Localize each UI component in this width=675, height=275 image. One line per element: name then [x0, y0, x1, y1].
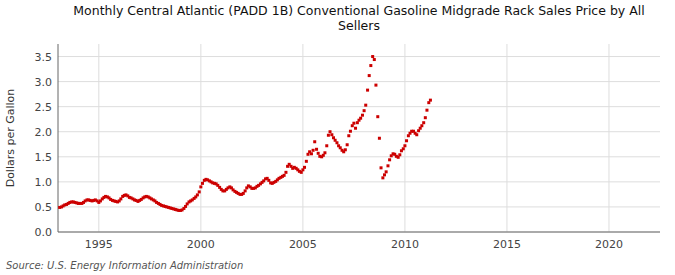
point [312, 149, 315, 152]
point [344, 148, 347, 151]
point [313, 140, 316, 143]
point [366, 89, 369, 92]
point [198, 190, 201, 193]
y-tick-label: 0.0 [35, 226, 53, 239]
point [327, 134, 330, 137]
x-tick-label: 2020 [595, 238, 623, 251]
y-grid-line [58, 81, 660, 82]
point [378, 137, 381, 140]
x-grid-line [98, 44, 99, 232]
point [354, 127, 357, 130]
y-tick-label: 1.0 [35, 176, 53, 189]
point [347, 134, 350, 137]
point [284, 171, 287, 174]
point [403, 144, 406, 147]
point [385, 170, 388, 173]
title-line: Sellers [338, 18, 380, 33]
y-grid-line [58, 206, 660, 207]
x-axis-line [58, 232, 660, 233]
point [329, 130, 332, 133]
x-grid-line [608, 44, 609, 232]
x-tick-label: 2015 [493, 238, 521, 251]
y-tick-label: 2.0 [35, 126, 53, 139]
chart: 0.0 0.5 1.0 1.5 2.0 2.5 3.0 3.5 1995 2000 2005 2010… [0, 0, 675, 275]
point [420, 124, 423, 127]
point [388, 158, 391, 161]
x-grid-line [200, 44, 201, 232]
point [325, 144, 328, 147]
point [196, 193, 199, 196]
y-axis-line [58, 44, 59, 232]
point [364, 104, 367, 107]
x-tick-label: 2010 [391, 238, 419, 251]
y-grid-line [58, 131, 660, 132]
point [330, 133, 333, 136]
point [317, 152, 320, 155]
point [402, 147, 405, 150]
point [386, 164, 389, 167]
point [371, 55, 374, 58]
x-tick-label: 1995 [85, 238, 113, 251]
point [373, 58, 376, 61]
point [335, 141, 338, 144]
y-grid-line [58, 156, 660, 157]
point [368, 74, 371, 77]
point [199, 185, 202, 188]
point [374, 84, 377, 87]
source: Source: U.S. Energy Information Administ… [6, 260, 243, 271]
point [381, 176, 384, 179]
point [303, 166, 306, 169]
point [346, 143, 349, 146]
y-grid-line [58, 106, 660, 107]
point [201, 182, 204, 185]
points [58, 55, 432, 212]
y-tick-label: 3.5 [35, 51, 53, 64]
y-grid-line [58, 181, 660, 182]
x-tick-label: 2005 [289, 238, 317, 251]
title: Monthly Central Atlantic (PADD 1B) Conve… [73, 3, 644, 33]
point [310, 152, 313, 155]
x-grid-line [506, 44, 507, 232]
background [0, 0, 675, 275]
point [305, 160, 308, 163]
point [383, 173, 386, 176]
point [405, 139, 408, 142]
x-grid-line [302, 44, 303, 232]
point [429, 99, 432, 102]
point [359, 117, 362, 120]
point [349, 130, 352, 133]
tick-labels: 0.0 0.5 1.0 1.5 2.0 2.5 3.0 3.5 1995 2000 2005 2010… [35, 51, 623, 251]
y-tick-label: 2.5 [35, 101, 53, 114]
point [363, 109, 366, 112]
point [398, 153, 401, 156]
point [369, 64, 372, 67]
title-line: Monthly Central Atlantic (PADD 1B) Conve… [73, 3, 644, 18]
point [361, 114, 364, 117]
point [352, 122, 355, 125]
point [323, 151, 326, 154]
point [315, 148, 318, 151]
y-tick-label: 3.0 [35, 76, 53, 89]
y-tick-label: 0.5 [35, 201, 53, 214]
point [425, 109, 428, 112]
y-grid-line [58, 232, 660, 233]
x-grid-line [404, 44, 405, 232]
y-axis-label: Dollars per Gallon [4, 89, 17, 188]
point [376, 115, 379, 118]
point [244, 189, 247, 192]
point [283, 174, 286, 177]
y-tick-label: 1.5 [35, 151, 53, 164]
point [415, 133, 418, 136]
point [380, 166, 383, 169]
point [424, 116, 427, 119]
y-grid-line [58, 56, 660, 57]
point [422, 121, 425, 124]
grid [58, 44, 660, 232]
x-tick-label: 2000 [187, 238, 215, 251]
